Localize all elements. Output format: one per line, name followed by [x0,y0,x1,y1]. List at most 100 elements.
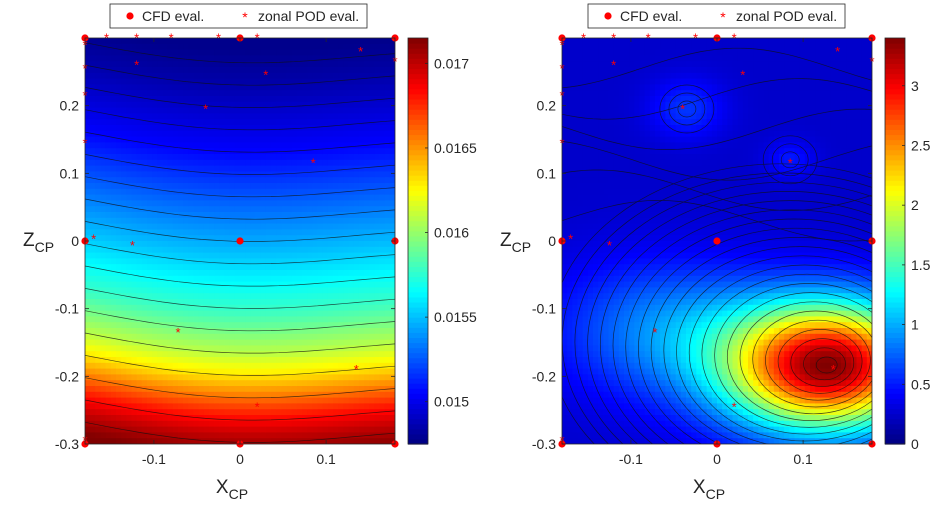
heatmap-cell [209,357,215,364]
heatmap-cell [598,130,604,138]
heatmap-cell [281,258,288,265]
heatmap-cell [281,357,288,364]
heatmap-cell [587,235,594,242]
heatmap-cell [317,426,324,433]
heatmap-cell [152,101,158,109]
heatmap-cell [95,241,102,248]
heatmap-cell [141,84,148,91]
heatmap-cell [167,258,174,265]
heatmap-cell [131,101,138,109]
heatmap-cell [255,154,262,161]
heatmap-cell [577,368,584,375]
heatmap-cell [582,72,589,80]
heatmap-cell [343,200,350,207]
heatmap-cell [271,206,277,213]
heatmap-cell [582,61,589,68]
heatmap-cell [234,67,241,74]
heatmap-cell [193,403,200,410]
heatmap-cell [131,299,138,306]
heatmap-cell [286,200,293,207]
heatmap-cell [374,264,381,271]
heatmap-cell [240,258,246,265]
heatmap-cell [276,386,282,393]
heatmap-cell [203,380,210,387]
heatmap-cell [271,403,277,410]
heatmap-cell [582,328,589,335]
heatmap-cell [276,299,282,306]
heatmap-cell [100,241,107,248]
heatmap-cell [281,96,288,103]
heatmap-cell [265,333,272,341]
heatmap-cell [374,328,381,335]
heatmap-cell [147,194,153,201]
heatmap-cell [167,426,174,433]
heatmap-cell [296,154,303,161]
heatmap-cell [358,403,365,410]
heatmap-cell [183,281,189,288]
heatmap-cell [296,107,303,114]
heatmap-cell [85,339,91,346]
heatmap-cell [116,72,122,80]
heatmap-cell [265,229,272,236]
heatmap-cell [364,38,370,45]
heatmap-cell [598,426,604,433]
heatmap-cell [598,322,604,329]
heatmap-cell [296,368,303,375]
heatmap-cell [131,200,138,207]
heatmap-cell [121,322,127,329]
heatmap-cell [322,43,329,51]
heatmap-cell [307,397,313,404]
heatmap-cell [224,438,231,444]
heatmap-cell [157,96,164,103]
heatmap-cell [198,55,205,62]
heatmap-cell [348,171,355,178]
heatmap-cell [224,241,231,248]
heatmap-cell [183,119,189,126]
heatmap-cell [141,345,148,352]
colorbar-cell [408,418,428,425]
heatmap-cell [343,101,350,109]
heatmap-cell [322,333,329,341]
heatmap-cell [121,107,127,114]
colorbar-cell [408,423,428,430]
heatmap-cell [131,275,138,283]
heatmap-cell [136,328,143,335]
heatmap-cell [167,72,174,80]
heatmap-cell [121,159,127,167]
heatmap-cell [307,142,313,149]
heatmap-cell [265,415,272,422]
heatmap-cell [198,136,205,143]
heatmap-cell [172,333,179,341]
heatmap-cell [265,84,272,91]
heatmap-cell [193,420,200,428]
heatmap-cell [136,246,143,254]
heatmap-cell [582,188,589,196]
heatmap-cell [152,217,158,225]
heatmap-cell [95,177,102,184]
heatmap-cell [250,415,257,422]
heatmap-cell [131,252,138,259]
heatmap-cell [229,78,236,85]
heatmap-cell [152,281,158,288]
heatmap-cell [276,194,282,201]
heatmap-cell [379,113,386,120]
heatmap-cell [286,252,293,259]
heatmap-cell [157,293,164,300]
heatmap-cell [562,391,568,399]
heatmap-cell [136,270,143,277]
heatmap-cell [105,252,112,259]
heatmap-cell [358,339,365,346]
heatmap-cell [296,264,303,271]
heatmap-cell [167,49,174,56]
heatmap-cell [188,188,195,196]
heatmap-cell [203,96,210,103]
heatmap-cell [95,200,102,207]
heatmap-cell [245,43,251,51]
heatmap-cell [577,90,584,97]
heatmap-cell [172,148,179,155]
heatmap-cell [598,136,604,143]
heatmap-cell [162,432,169,439]
heatmap-cell [333,194,339,201]
heatmap-cell [327,107,334,114]
heatmap-cell [369,136,375,143]
